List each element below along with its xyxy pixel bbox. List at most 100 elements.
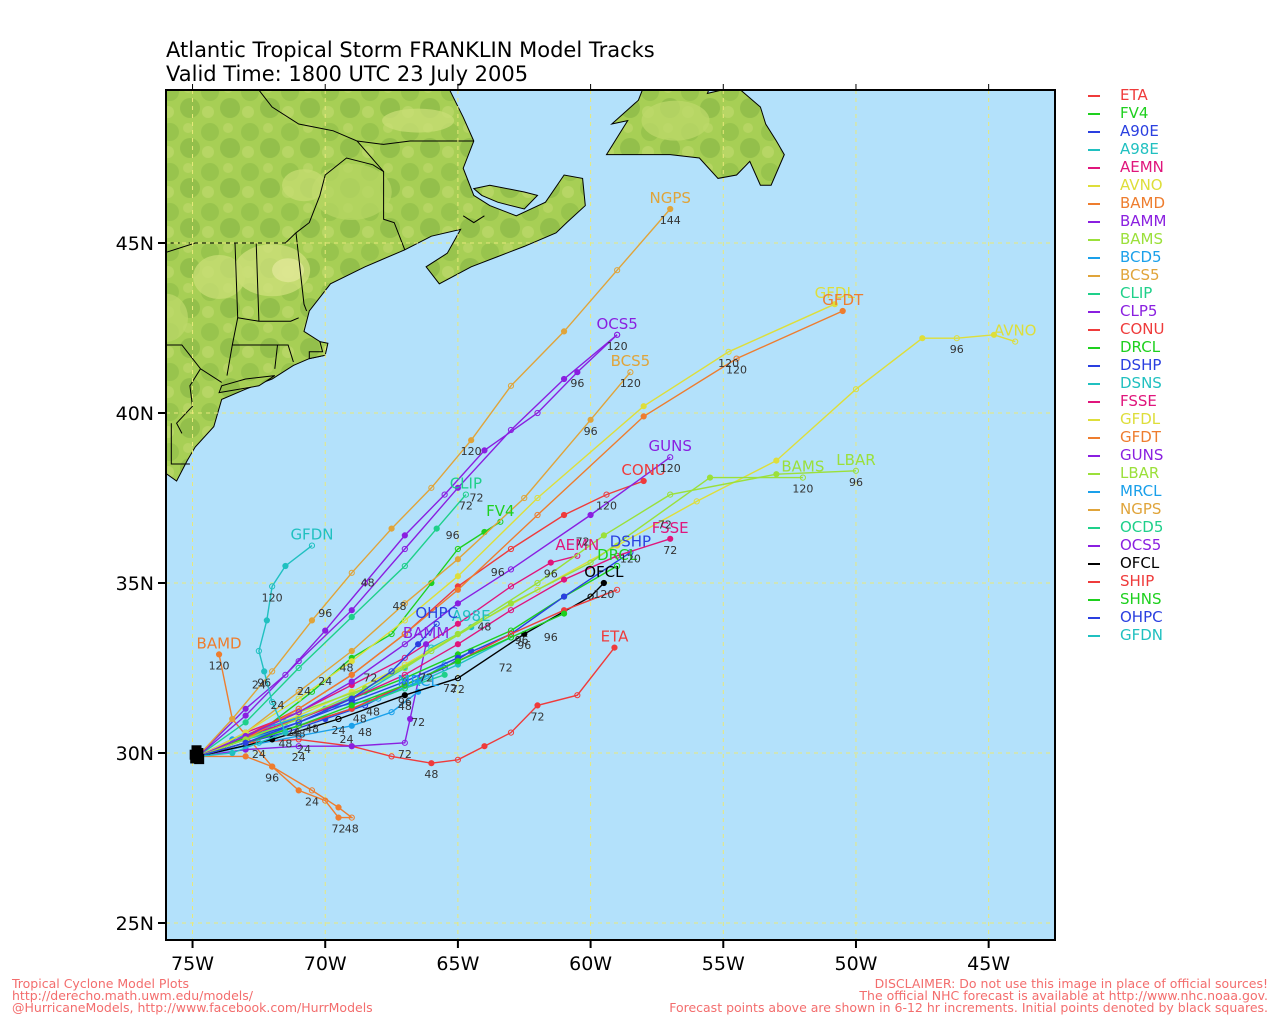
legend-label: OHPC xyxy=(1120,608,1163,626)
forecast-hour-label: 96 xyxy=(584,425,598,438)
forecast-point xyxy=(454,600,462,607)
model-name-label: CLIP xyxy=(450,475,482,493)
border-line xyxy=(170,423,190,465)
legend-label: LBAR xyxy=(1120,464,1160,482)
forecast-point xyxy=(454,658,462,665)
track-fv4 xyxy=(197,521,501,758)
forecast-hour-label: 24 xyxy=(339,733,353,746)
y-tick-label: 40N xyxy=(116,403,154,425)
forecast-point xyxy=(534,494,541,502)
border-line xyxy=(295,232,308,312)
legend-swatch xyxy=(1088,238,1100,241)
forecast-hour-label: 24 xyxy=(252,678,266,691)
border-line xyxy=(258,90,384,172)
terrain-highlight xyxy=(641,100,710,141)
forecast-hour-label: 48 xyxy=(361,576,375,589)
forecast-hour-label: 96 xyxy=(318,607,332,620)
legend-item: DSHP xyxy=(1088,356,1166,374)
legend-item: LBAR xyxy=(1088,464,1166,482)
track-conu xyxy=(197,480,644,758)
forecast-point xyxy=(614,267,621,274)
forecast-point xyxy=(454,545,462,553)
track-dshp xyxy=(197,551,631,758)
forecast-point xyxy=(953,335,960,342)
forecast-point xyxy=(295,712,302,719)
legend-item: A90E xyxy=(1088,122,1166,140)
border-line xyxy=(357,140,474,145)
footer-left-line: Tropical Cyclone Model Plots xyxy=(12,976,189,991)
footer-right: DISCLAIMER: Do not use this image in pla… xyxy=(669,977,1268,1014)
forecast-point xyxy=(229,749,236,757)
forecast-hour-label: 48 xyxy=(278,738,292,751)
forecast-point xyxy=(295,736,302,743)
forecast-point xyxy=(614,552,621,559)
forecast-point xyxy=(454,586,462,593)
forecast-hour-label: 72 xyxy=(469,491,483,504)
chart-title: Atlantic Tropical Storm FRANKLIN Model T… xyxy=(166,38,655,62)
forecast-hour-label: 48 xyxy=(353,712,367,725)
forecast-point xyxy=(534,409,541,417)
legend-label: CLIP xyxy=(1120,284,1153,302)
forecast-hour-label: 72 xyxy=(443,682,457,695)
legend-swatch xyxy=(1088,544,1100,547)
border-line xyxy=(462,215,485,224)
map-frame xyxy=(165,89,1056,941)
forecast-hour-label: 96 xyxy=(544,568,558,581)
legend-item: OHPC xyxy=(1088,608,1166,626)
model-name-label: MRCL xyxy=(397,672,439,690)
forecast-point xyxy=(534,579,541,587)
forecast-point xyxy=(507,729,515,736)
legend-label: BAMM xyxy=(1120,212,1167,230)
forecast-point xyxy=(507,634,515,641)
forecast-point xyxy=(348,647,355,655)
forecast-hour-label: 24 xyxy=(297,743,311,756)
forecast-hour-label: 72 xyxy=(499,661,513,674)
forecast-point xyxy=(295,664,302,672)
forecast-point xyxy=(335,814,342,821)
legend-swatch xyxy=(1088,634,1100,637)
legend-swatch xyxy=(1088,148,1100,151)
forecast-point xyxy=(322,797,329,804)
forecast-hour-label: 48 xyxy=(366,706,380,719)
legend-label: MRCL xyxy=(1120,482,1162,500)
forecast-point xyxy=(603,491,610,498)
forecast-hour-label: 120 xyxy=(726,364,747,377)
forecast-point xyxy=(282,562,289,570)
forecast-point xyxy=(295,719,302,726)
model-name-label: AVNO xyxy=(994,322,1037,340)
model-name-label: FV4 xyxy=(486,502,514,520)
forecast-point xyxy=(263,617,270,624)
forecast-point xyxy=(560,511,568,519)
legend-swatch xyxy=(1088,274,1100,277)
model-name-label: AEMN xyxy=(555,536,599,554)
forecast-hour-label: 72 xyxy=(451,683,465,696)
forecast-hour-label: 48 xyxy=(358,726,372,739)
forecast-hour-label: 72 xyxy=(398,748,412,761)
model-name-label: GFDT xyxy=(822,291,864,309)
forecast-hour-label: 48 xyxy=(305,723,319,736)
forecast-point xyxy=(574,692,581,699)
forecast-point xyxy=(534,511,541,519)
legend-swatch xyxy=(1088,130,1100,133)
forecast-point xyxy=(348,607,355,614)
legend-label: SHNS xyxy=(1120,590,1162,608)
forecast-point xyxy=(401,664,408,672)
forecast-point xyxy=(388,668,395,675)
forecast-hour-label: 96 xyxy=(849,476,863,489)
border-line xyxy=(226,242,239,376)
legend-swatch xyxy=(1088,256,1100,259)
forecast-point xyxy=(627,369,634,376)
forecast-point xyxy=(560,576,568,583)
forecast-hour-label: 120 xyxy=(596,500,617,513)
legend-label: AVNO xyxy=(1120,176,1163,194)
forecast-point xyxy=(990,331,998,338)
forecast-hour-label: 96 xyxy=(570,377,584,390)
forecast-point xyxy=(614,562,621,570)
forecast-point xyxy=(574,369,581,376)
terrain-highlight xyxy=(193,255,246,299)
forecast-point xyxy=(215,651,223,658)
forecast-point xyxy=(401,692,408,699)
forecast-point xyxy=(507,566,515,573)
track-guns xyxy=(197,456,671,758)
forecast-point xyxy=(534,586,541,593)
